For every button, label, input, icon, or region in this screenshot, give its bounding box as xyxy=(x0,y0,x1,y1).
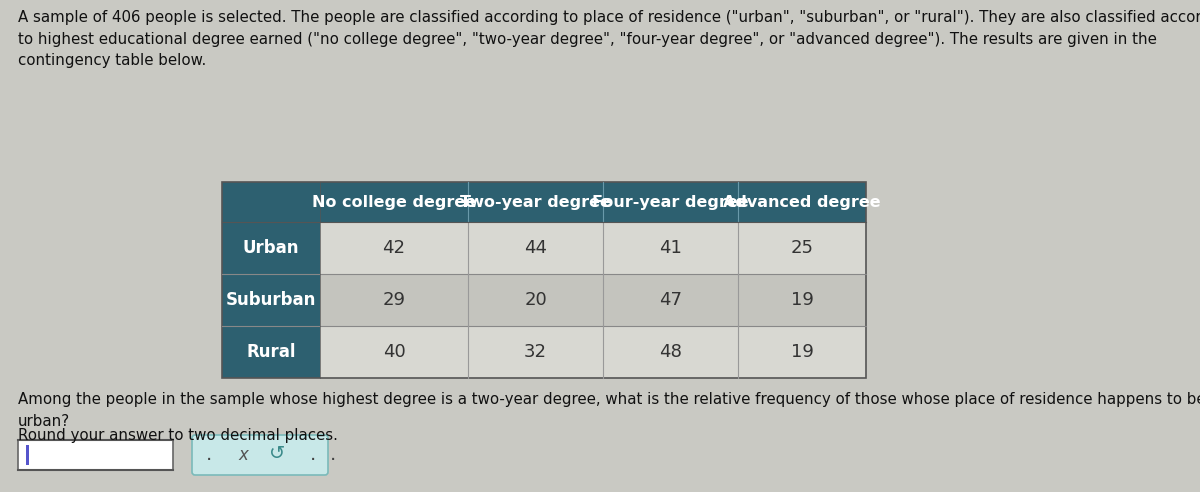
Bar xyxy=(320,274,468,326)
Text: No college degree: No college degree xyxy=(312,194,476,210)
Text: Four-year degree: Four-year degree xyxy=(592,194,749,210)
Text: 48: 48 xyxy=(659,343,682,361)
Text: .: . xyxy=(310,445,316,464)
Bar xyxy=(222,182,866,378)
Bar xyxy=(18,440,173,470)
Bar xyxy=(604,222,738,274)
Text: 41: 41 xyxy=(659,239,682,257)
Bar xyxy=(468,182,604,222)
Text: 19: 19 xyxy=(791,343,814,361)
Text: 44: 44 xyxy=(524,239,547,257)
Bar xyxy=(468,274,604,326)
Text: Round your answer to two decimal places.: Round your answer to two decimal places. xyxy=(18,428,338,443)
Text: Rural: Rural xyxy=(246,343,295,361)
Bar xyxy=(468,222,604,274)
Bar xyxy=(738,182,866,222)
Text: Among the people in the sample whose highest degree is a two-year degree, what i: Among the people in the sample whose hig… xyxy=(18,392,1200,429)
Text: 32: 32 xyxy=(524,343,547,361)
Text: A sample of 406 people is selected. The people are classified according to place: A sample of 406 people is selected. The … xyxy=(18,10,1200,68)
Text: Two-year degree: Two-year degree xyxy=(460,194,611,210)
Bar xyxy=(738,326,866,378)
Bar xyxy=(738,274,866,326)
Bar xyxy=(604,182,738,222)
Text: .: . xyxy=(330,445,336,464)
Text: 25: 25 xyxy=(791,239,814,257)
Text: 40: 40 xyxy=(383,343,406,361)
Bar xyxy=(604,274,738,326)
Text: 20: 20 xyxy=(524,291,547,309)
Bar xyxy=(604,326,738,378)
Bar xyxy=(468,326,604,378)
Text: x: x xyxy=(238,446,248,464)
Bar xyxy=(320,182,468,222)
Bar xyxy=(222,274,320,326)
Bar xyxy=(222,326,320,378)
Text: ↺: ↺ xyxy=(269,444,286,463)
Text: 19: 19 xyxy=(791,291,814,309)
Text: 47: 47 xyxy=(659,291,682,309)
Bar xyxy=(222,182,320,222)
Bar xyxy=(738,222,866,274)
Bar xyxy=(320,222,468,274)
Text: Urban: Urban xyxy=(242,239,299,257)
Text: 29: 29 xyxy=(383,291,406,309)
Bar xyxy=(26,445,29,465)
FancyBboxPatch shape xyxy=(192,435,328,475)
Text: .: . xyxy=(206,445,212,464)
Text: 42: 42 xyxy=(383,239,406,257)
Text: Advanced degree: Advanced degree xyxy=(724,194,881,210)
Text: Suburban: Suburban xyxy=(226,291,316,309)
Bar xyxy=(222,222,320,274)
Bar xyxy=(320,326,468,378)
